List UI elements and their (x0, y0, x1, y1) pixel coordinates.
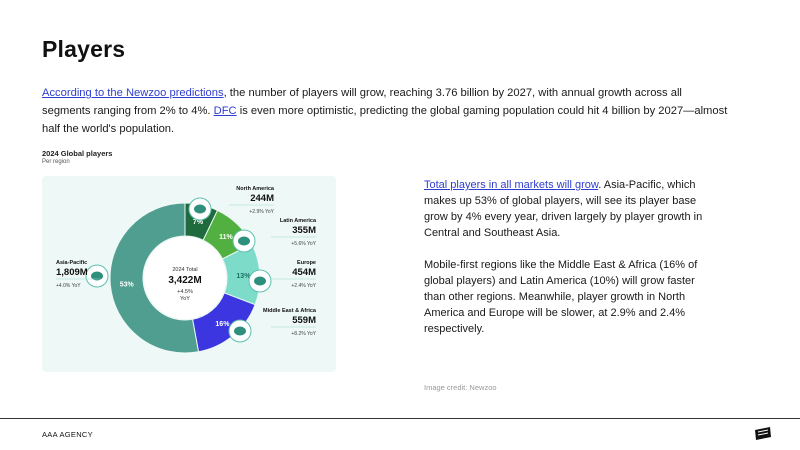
intro-text-2: is even more optimistic, predicting the … (42, 105, 728, 135)
chart-subtitle: Per region (42, 159, 70, 165)
intro-text-1: , the number of players will grow, reach… (42, 87, 682, 117)
slice-percent-label: 7% (193, 219, 204, 226)
region-value-label: 1,809M (56, 267, 88, 278)
region-map-icon (91, 271, 103, 281)
dfc-link[interactable]: DFC (213, 105, 237, 117)
agency-logo-icon (755, 427, 771, 440)
footer-divider (0, 418, 800, 419)
region-value-label: 355M (292, 225, 316, 236)
region-map-icon (194, 204, 206, 214)
region-yoy-label: +2.9% YoY (249, 209, 274, 215)
footer-agency-name: AAA AGENCY (42, 430, 93, 439)
donut-chart: 7% 11% 13% 16% 53% 2024 Total 3,422M +4.5%YoY No… (56, 186, 317, 354)
region-name-label: Asia-Pacific (56, 260, 87, 266)
slice-percent-label: 11% (219, 234, 233, 241)
region-map-icon (254, 276, 266, 286)
slice-percent-label: 13% (236, 273, 251, 280)
donut-center-disk (144, 237, 226, 319)
region-name-label: Latin America (280, 218, 317, 224)
slice-percent-label: 53% (120, 281, 135, 288)
right-p1-text: . Asia-Pacific, which makes up 53% of gl… (424, 179, 703, 239)
right-paragraph-1: Total players in all markets will grow. … (424, 177, 714, 241)
region-value-label: 454M (292, 267, 316, 278)
right-paragraph-2: Mobile-first regions like the Middle Eas… (424, 259, 698, 335)
donut-slice (109, 202, 200, 354)
region-yoy-label: +4.0% YoY (56, 283, 81, 289)
region-yoy-label: +8.2% YoY (291, 331, 316, 337)
center-growth-unit: YoY (180, 296, 190, 302)
center-total-value: 3,422M (168, 275, 201, 286)
region-value-label: 559M (292, 315, 316, 326)
intro-paragraph: According to the Newzoo predictions, the… (42, 84, 732, 138)
total-players-link[interactable]: Total players in all markets will grow (424, 179, 599, 191)
center-total-label: 2024 Total (172, 267, 197, 273)
right-text-block: Total players in all markets will grow. … (424, 177, 714, 337)
newzoo-predictions-link[interactable]: According to the Newzoo predictions (42, 87, 224, 99)
region-name-label: Europe (297, 260, 316, 266)
page-title: Players (42, 36, 126, 62)
region-name-label: Middle East & Africa (263, 308, 317, 314)
region-map-icon (234, 326, 246, 336)
region-yoy-label: +5.6% YoY (291, 241, 316, 247)
image-credit: Image credit: Newzoo (424, 383, 497, 392)
slice-percent-label: 16% (215, 321, 230, 328)
region-name-label: North America (236, 186, 275, 192)
chart-title: 2024 Global players (42, 149, 113, 158)
donut-chart-card: 7% 11% 13% 16% 53% 2024 Total 3,422M +4.5% YoY No… (42, 176, 336, 372)
region-map-icon (238, 236, 250, 246)
region-value-label: 244M (250, 193, 274, 204)
region-yoy-label: +2.4% YoY (291, 283, 316, 289)
center-growth: +4.5% (177, 289, 193, 295)
